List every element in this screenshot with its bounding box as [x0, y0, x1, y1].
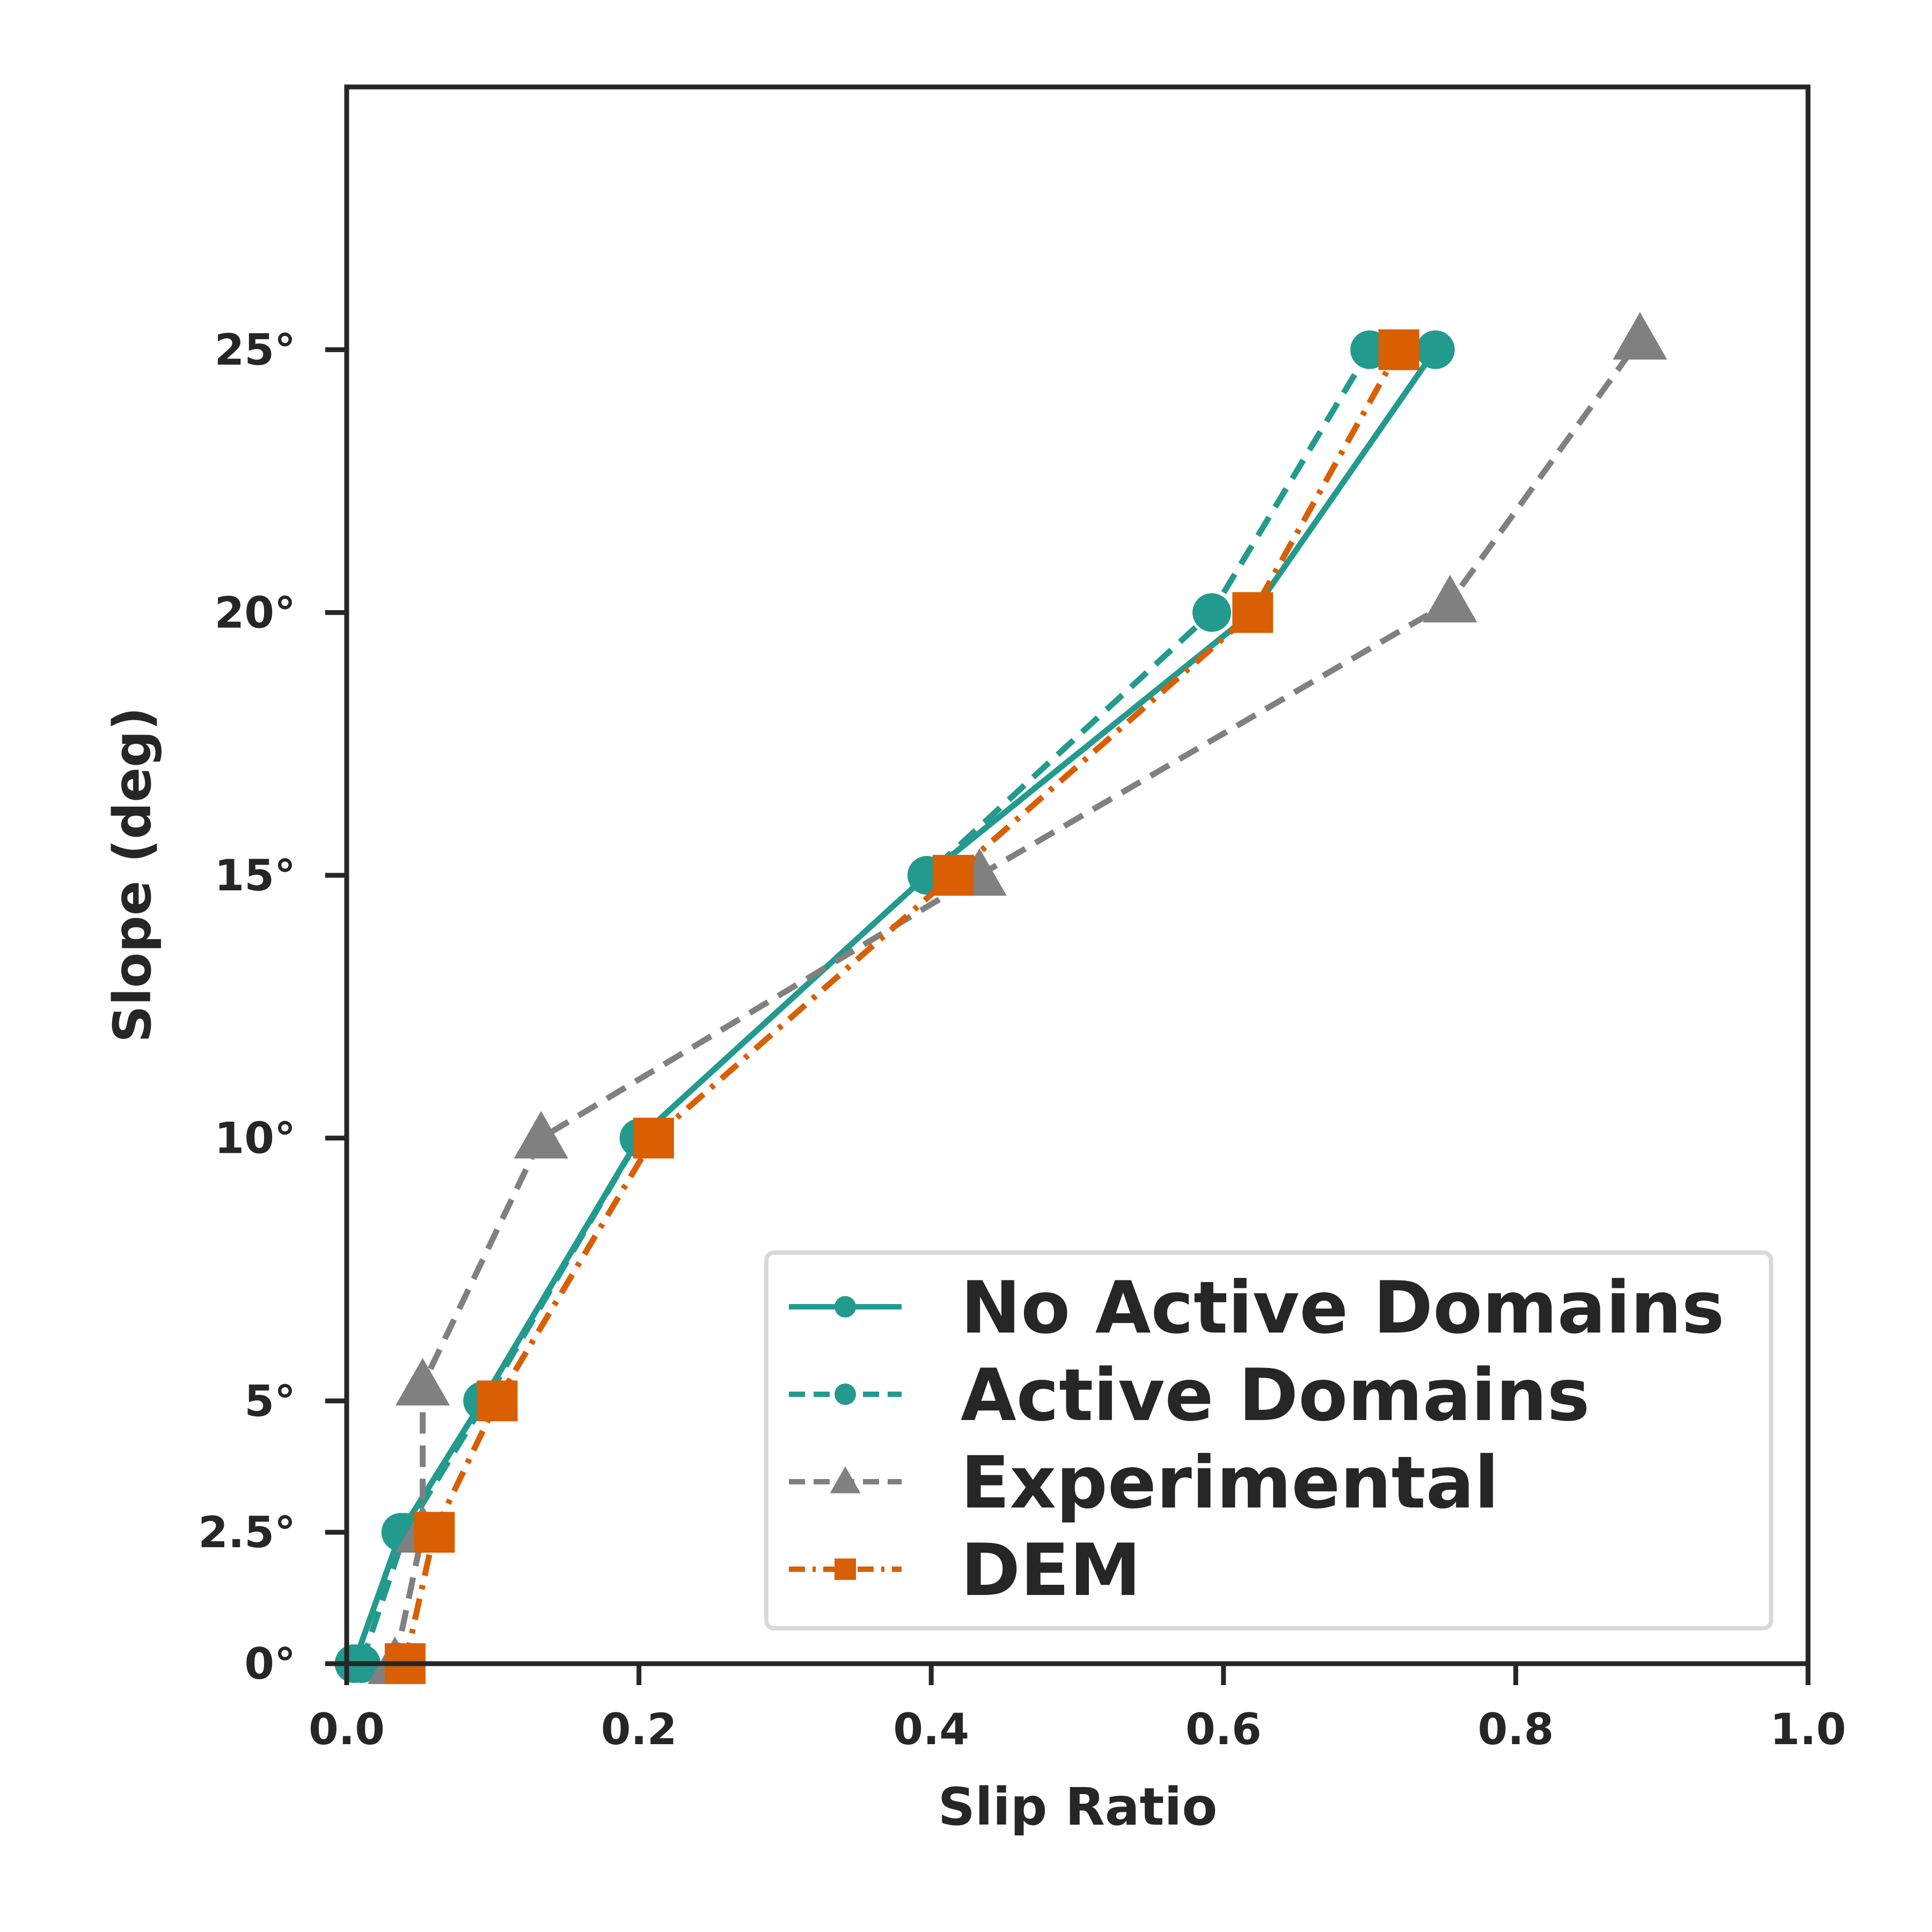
data-point — [395, 1358, 450, 1406]
x-tick-label: 0.0 — [309, 1704, 385, 1754]
data-point — [1613, 312, 1667, 360]
legend-frame — [764, 1250, 1773, 1630]
data-point — [1378, 329, 1419, 370]
x-tick-label: 0.2 — [601, 1704, 677, 1754]
legend-label: Active Domains — [961, 1353, 1590, 1437]
x-tick-label: 1.0 — [1770, 1704, 1846, 1754]
y-tick-label: 2.5° — [198, 1507, 296, 1557]
data-point — [1232, 592, 1274, 633]
legend-item: Active Domains — [789, 1353, 1590, 1437]
data-point — [1192, 593, 1232, 632]
legend-marker — [835, 1558, 856, 1580]
data-point — [477, 1380, 518, 1422]
x-tick-label: 0.4 — [893, 1704, 969, 1754]
y-axis: 0° 2.5° 5° 10° 15° 20° 25° — [198, 325, 347, 1689]
legend-label: DEM — [961, 1528, 1141, 1612]
x-tick-label: 0.6 — [1185, 1704, 1262, 1754]
data-point — [1423, 575, 1477, 623]
legend-item: No Active Domains — [789, 1266, 1724, 1350]
legend-marker — [835, 1384, 856, 1405]
legend-label: No Active Domains — [961, 1266, 1724, 1350]
legend-marker — [830, 1466, 861, 1494]
y-tick-label: 25° — [215, 325, 296, 375]
y-tick-label: 5° — [244, 1376, 296, 1426]
data-point — [1416, 330, 1455, 369]
x-axis-label: Slip Ratio — [938, 1777, 1218, 1837]
y-axis-label: Slope (deg) — [103, 707, 163, 1043]
legend-item: DEM — [789, 1528, 1141, 1612]
data-point — [514, 1111, 568, 1159]
data-point — [633, 1117, 674, 1159]
legend-item: Experimental — [789, 1441, 1499, 1525]
y-tick-label: 15° — [215, 851, 296, 901]
x-axis: 0.0 0.2 0.4 0.6 0.8 1.0 — [309, 1664, 1846, 1754]
data-point — [933, 855, 974, 896]
legend-label: Experimental — [961, 1441, 1499, 1525]
data-point — [414, 1512, 455, 1553]
series-layer — [334, 312, 1667, 1684]
legend-marker — [835, 1296, 856, 1318]
y-tick-label: 0° — [244, 1639, 296, 1689]
y-tick-label: 10° — [215, 1114, 296, 1163]
x-tick-label: 0.8 — [1478, 1704, 1554, 1754]
y-tick-label: 20° — [215, 588, 296, 638]
